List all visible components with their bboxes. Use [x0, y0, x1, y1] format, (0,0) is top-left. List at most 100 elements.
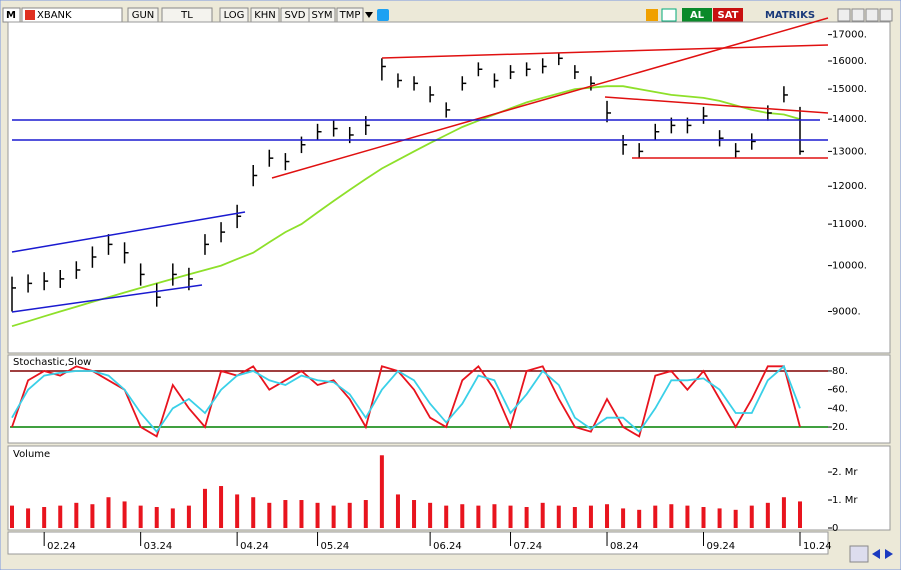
y-tick-label: 0	[832, 523, 838, 534]
trendline	[11, 211, 246, 253]
dropdown[interactable]	[365, 12, 373, 18]
x-tick-label: 07.24	[514, 541, 543, 552]
bar	[170, 508, 175, 528]
y-tick-label: 14000.	[832, 114, 867, 125]
y-tick-label: 2. Mr	[832, 467, 858, 478]
toolbar-button-label[interactable]: LOG	[224, 10, 245, 21]
bar	[283, 500, 288, 528]
buy-button[interactable]	[682, 8, 712, 22]
x-axis-panel	[7, 531, 829, 555]
twitter-icon[interactable]	[377, 9, 389, 21]
toolbar-button-label[interactable]: SYM	[311, 10, 332, 21]
y-tick-label: 40.	[832, 403, 848, 414]
bar	[186, 505, 191, 528]
x-tick-label: 02.24	[47, 541, 76, 552]
brand: MATRIKS	[765, 10, 815, 21]
x-tick-label: 04.24	[240, 541, 269, 552]
logo: M	[6, 10, 16, 21]
trendline	[604, 96, 829, 114]
refresh-button[interactable]	[849, 545, 869, 563]
panel-title: Volume	[13, 449, 50, 460]
c-icon[interactable]	[661, 8, 677, 22]
symbol[interactable]: XBANK	[37, 10, 72, 21]
y-tick-label: 16000.	[832, 56, 867, 67]
y-tick-label: 9000.	[832, 306, 861, 317]
bar	[315, 502, 320, 528]
window-button[interactable]	[851, 8, 865, 22]
y-tick-label: 80.	[832, 366, 848, 377]
bar	[621, 508, 626, 528]
bar	[444, 505, 449, 528]
bar	[781, 497, 786, 528]
x-tick-label: 10.24	[803, 541, 832, 552]
bar	[154, 507, 159, 528]
bar	[572, 507, 577, 528]
toolbar-button-label[interactable]: TL	[180, 10, 193, 21]
x-tick-label: 06.24	[433, 541, 462, 552]
y-tick-label: 12000.	[832, 181, 867, 192]
buy-label[interactable]: AL	[690, 10, 705, 21]
tool-icon[interactable]	[646, 9, 658, 21]
bar	[701, 507, 706, 528]
toolbar-button-label[interactable]: KHN	[254, 10, 276, 21]
y-tick-label: 13000.	[832, 146, 867, 157]
bar	[138, 505, 143, 528]
sell-button[interactable]	[713, 8, 743, 22]
toolbar-button-label[interactable]: SVD	[285, 10, 306, 21]
y-tick-label: 15000.	[832, 84, 867, 95]
trendline	[271, 17, 829, 179]
series-line	[11, 364, 801, 438]
x-tick-label: 03.24	[144, 541, 173, 552]
series-line	[11, 364, 801, 434]
bar	[605, 504, 610, 528]
window-button[interactable]	[865, 8, 879, 22]
bar	[106, 497, 111, 528]
bar	[428, 502, 433, 528]
series-line	[11, 85, 801, 328]
bar	[379, 455, 384, 528]
nav-left[interactable]	[872, 549, 880, 559]
bar	[219, 486, 224, 528]
toolbar-button-label[interactable]: TMP	[339, 10, 361, 21]
bar	[363, 500, 368, 528]
bar	[637, 509, 642, 528]
trendlines	[11, 17, 829, 313]
y-tick-label: 1. Mr	[832, 495, 858, 506]
bar	[347, 502, 352, 528]
bar	[476, 505, 481, 528]
bar	[90, 504, 95, 528]
bar	[492, 504, 497, 528]
x-tick-label: 05.24	[321, 541, 350, 552]
bar	[765, 502, 770, 528]
bar	[556, 505, 561, 528]
window-button[interactable]	[837, 8, 851, 22]
bar	[235, 494, 240, 528]
bar	[653, 505, 658, 528]
window-button[interactable]	[879, 8, 893, 22]
stochastic-panel	[7, 354, 891, 444]
bar	[122, 501, 127, 528]
nav-right[interactable]	[885, 549, 893, 559]
sell-label[interactable]: SAT	[718, 10, 739, 21]
bar	[733, 509, 738, 528]
x-tick-label: 08.24	[610, 541, 639, 552]
trendline	[381, 44, 829, 59]
bar	[395, 494, 400, 528]
bar	[717, 508, 722, 528]
bar	[10, 505, 14, 528]
y-tick-label: 20.	[832, 422, 848, 433]
bar	[685, 505, 690, 528]
bar	[26, 508, 31, 528]
bar	[460, 504, 465, 528]
bar	[202, 488, 207, 528]
bar	[524, 507, 529, 528]
bar	[798, 501, 802, 528]
bar	[749, 505, 754, 528]
bar	[588, 505, 593, 528]
bar	[42, 507, 47, 528]
y-tick-label: 11000.	[832, 219, 867, 230]
panel-title: Stochastic,Slow	[13, 357, 91, 368]
toolbar-button-label[interactable]: GUN	[132, 10, 155, 21]
trendline	[11, 284, 203, 313]
